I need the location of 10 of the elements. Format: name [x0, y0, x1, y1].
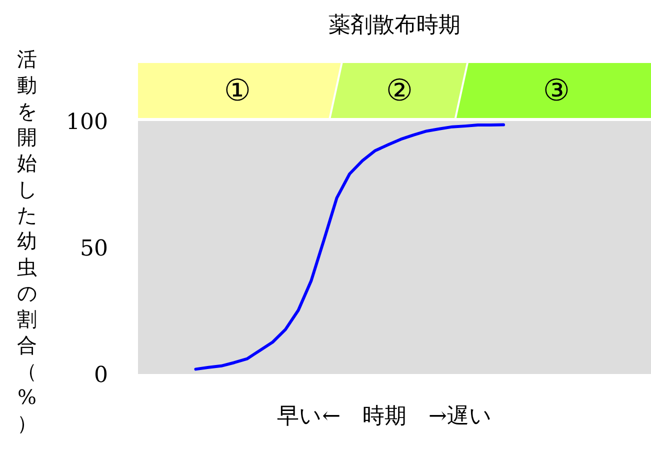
y-tick-label: 100: [66, 110, 108, 135]
y-axis-title: 活動を開始した幼虫の割合（%）: [17, 47, 37, 435]
line-series: [194, 123, 506, 371]
text: ③: [543, 74, 570, 108]
x-axis-title: 早い← 時期 →遅い: [277, 404, 492, 429]
y-tick-label: 0: [94, 363, 108, 388]
y-tick-label: 50: [80, 236, 108, 262]
chart-title: 薬剤散布時期: [328, 13, 460, 38]
text: ①: [224, 74, 251, 108]
text: ②: [386, 74, 414, 108]
